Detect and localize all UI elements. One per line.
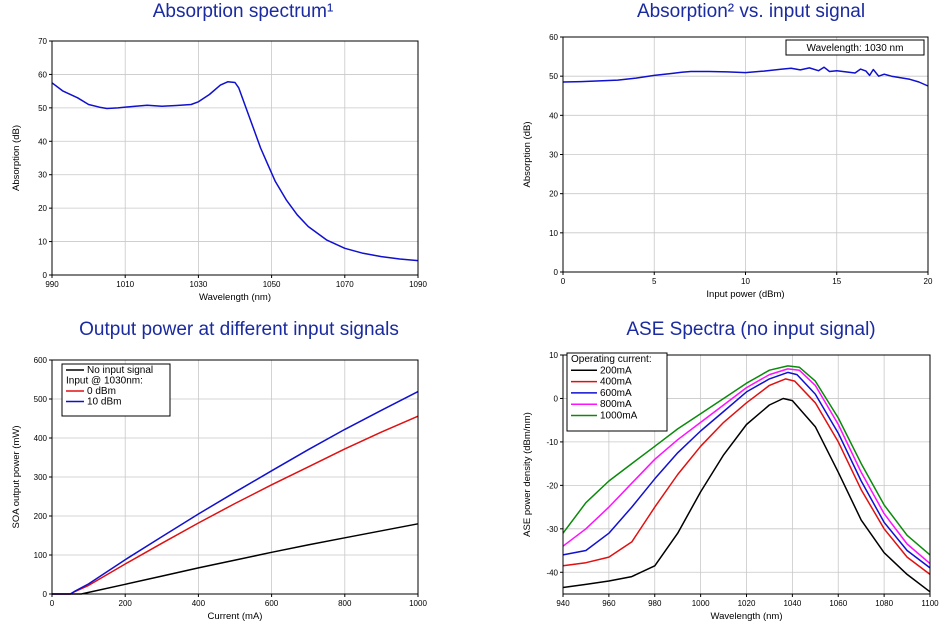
legend: Operating current:200mA400mA600mA800mA10…: [566, 352, 668, 432]
y-tick-label: 30: [549, 151, 558, 160]
x-tick-label: 5: [652, 277, 657, 286]
y-tick-label: 20: [549, 190, 558, 199]
legend-box: [61, 363, 171, 417]
series-line-400ma: [562, 378, 931, 575]
y-axis-label: Absorption (dB): [11, 125, 22, 191]
x-axis-label: Wavelength (nm): [199, 292, 271, 303]
x-tick-label: 1060: [829, 599, 847, 608]
x-tick-label: 600: [265, 599, 279, 608]
x-axis-label: Wavelength (nm): [711, 611, 783, 622]
legend-entry: 1000mA: [600, 411, 638, 422]
x-axis-label: Input power (dBm): [706, 289, 784, 300]
y-tick-label: -40: [546, 568, 558, 577]
series-line-1000ma: [562, 365, 931, 556]
x-tick-label: 20: [924, 277, 933, 286]
y-tick-label: 0: [554, 268, 559, 277]
x-tick-label: 980: [648, 599, 662, 608]
series-line-600ma: [562, 371, 931, 569]
y-tick-label: 500: [34, 395, 48, 404]
y-tick-label: 50: [549, 72, 558, 81]
series-line-no-input-signal: [52, 523, 419, 595]
chart-2: Absorption² vs. input signal 0 5 10 15 20 0 10 2…: [522, 1, 933, 300]
y-axis-label: SOA output power (mW): [11, 426, 22, 529]
x-tick-label: 1080: [875, 599, 893, 608]
legend-entry: 200mA: [600, 365, 632, 376]
y-tick-label: 300: [34, 473, 48, 482]
y-tick-label: 10: [549, 229, 558, 238]
y-tick-label: 600: [34, 356, 48, 365]
legend-entry: 600mA: [600, 388, 632, 399]
series-line-10-dbm: [52, 390, 419, 595]
y-tick-label: -30: [546, 525, 558, 534]
y-tick-label: 200: [34, 512, 48, 521]
x-tick-label: 1030: [190, 280, 208, 289]
legend-header: Operating current:: [571, 354, 652, 365]
y-axis-label: Absorption (dB): [522, 121, 533, 187]
y-tick-label: 70: [38, 37, 47, 46]
legend-header: Input @ 1030nm:: [66, 376, 143, 387]
legend-entry: 400mA: [600, 377, 632, 388]
x-tick-label: 1070: [336, 280, 354, 289]
y-tick-label: 60: [549, 33, 558, 42]
y-axis-label: ASE power density (dBm/nm): [522, 412, 533, 537]
y-tick-label: 400: [34, 434, 48, 443]
x-tick-label: 940: [556, 599, 570, 608]
annotation-text: Wavelength: 1030 nm: [807, 43, 904, 54]
series-line-0-dbm: [52, 415, 419, 595]
x-tick-label: 200: [119, 599, 133, 608]
x-tick-label: 0: [50, 599, 55, 608]
x-tick-label: 1000: [409, 599, 427, 608]
legend-box: [566, 352, 668, 432]
x-tick-label: 400: [192, 599, 206, 608]
x-tick-label: 990: [45, 280, 59, 289]
x-tick-label: 1040: [783, 599, 801, 608]
chart-title: Output power at different input signals: [79, 319, 399, 340]
y-tick-label: 0: [43, 271, 48, 280]
y-tick-label: 100: [34, 551, 48, 560]
x-tick-label: 960: [602, 599, 616, 608]
x-tick-label: 1050: [263, 280, 281, 289]
chart-title: Absorption² vs. input signal: [637, 1, 865, 22]
x-tick-label: 10: [741, 277, 750, 286]
chart-title: Absorption spectrum¹: [153, 1, 334, 22]
series-line-200ma: [562, 397, 931, 593]
y-tick-label: 60: [38, 70, 47, 79]
y-tick-label: 20: [38, 204, 47, 213]
y-tick-label: 10: [38, 238, 47, 247]
x-tick-label: 1090: [409, 280, 427, 289]
y-tick-label: 40: [549, 111, 558, 120]
chart-3: Output power at different input signals 0…: [11, 319, 427, 622]
legend-entry: No input signal: [87, 365, 153, 376]
chart-title: ASE Spectra (no input signal): [626, 319, 875, 340]
y-tick-label: 10: [549, 351, 558, 360]
y-tick-label: -10: [546, 438, 558, 447]
y-tick-label: 0: [43, 590, 48, 599]
x-tick-label: 0: [561, 277, 566, 286]
y-tick-label: -20: [546, 481, 558, 490]
x-tick-label: 1010: [116, 280, 134, 289]
y-tick-label: 0: [554, 394, 559, 403]
series-line-absorption: [51, 81, 419, 262]
x-tick-label: 15: [832, 277, 841, 286]
y-tick-label: 40: [38, 137, 47, 146]
x-tick-label: 800: [338, 599, 352, 608]
annotation-box: [785, 39, 925, 56]
y-tick-label: 50: [38, 104, 47, 113]
x-tick-label: 1000: [692, 599, 710, 608]
x-tick-label: 1100: [921, 599, 939, 608]
legend-entry: 0 dBm: [87, 386, 116, 397]
plot-frame: [51, 40, 419, 276]
x-axis-label: Current (mA): [208, 611, 263, 622]
legend-entry: 800mA: [600, 399, 632, 410]
series-line-absorption: [562, 66, 929, 87]
chart-4: ASE Spectra (no input signal) 940 960 980 10…: [522, 319, 939, 622]
x-tick-label: 1020: [738, 599, 756, 608]
series-line-800ma: [562, 368, 931, 565]
legend-entry: 10 dBm: [87, 397, 121, 408]
y-tick-label: 30: [38, 171, 47, 180]
